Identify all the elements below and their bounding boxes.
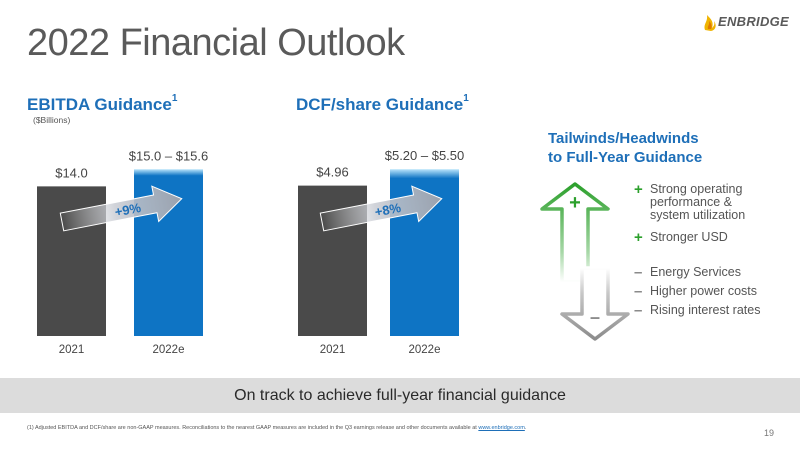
- tailwind-text-line: Stronger USD: [650, 230, 728, 244]
- category-tick-label: 2022e: [153, 344, 185, 356]
- bar-value-label: $15.0 – $15.6: [129, 148, 209, 163]
- tailwinds-title-line2: to Full-Year Guidance: [548, 149, 703, 166]
- page-number: 19: [764, 428, 775, 438]
- headwind-down-arrow: –: [560, 266, 630, 341]
- footnote: (1) Adjusted EBITDA and DCF/share are no…: [27, 425, 526, 431]
- headwind-item: – Energy Services: [634, 264, 784, 281]
- bar-value-label: $5.20 – $5.50: [385, 148, 465, 163]
- growth-arrow: +8%: [319, 185, 443, 232]
- tailwind-item: + Stronger USD: [634, 229, 784, 246]
- tailwind-text-line: performance &: [650, 195, 732, 209]
- plus-icon: +: [634, 181, 643, 198]
- headwind-text-line: Rising interest rates: [650, 303, 761, 317]
- category-tick-label: 2022e: [409, 344, 441, 356]
- ebitda-chart-subtitle: ($Billions): [33, 115, 71, 125]
- dcf-title-footnote-mark: 1: [463, 93, 469, 104]
- ebitda-title-footnote-mark: 1: [171, 93, 178, 104]
- growth-arrow-shape: [59, 185, 183, 232]
- ebitda-bar-chart: $14.0 2021 $15.0 – $15.6 2022e +9%: [37, 148, 208, 356]
- growth-arrow-shape: [319, 185, 443, 232]
- growth-percent-label: +9%: [113, 200, 142, 220]
- minus-icon: –: [634, 302, 643, 319]
- tailwind-item: + Strong operating performance & system …: [634, 181, 784, 222]
- bar-value-label: $14.0: [55, 165, 88, 180]
- tailwinds-title-line1: Tailwinds/Headwinds: [548, 130, 699, 147]
- dcf-title-text: DCF/share Guidance: [296, 95, 464, 114]
- tailwinds-panel-title: Tailwinds/Headwinds to Full-Year Guidanc…: [548, 129, 702, 167]
- category-tick-label: 2021: [320, 344, 346, 356]
- down-arrow-minus-symbol: –: [590, 307, 600, 327]
- summary-banner: On track to achieve full-year financial …: [0, 378, 800, 413]
- tailwind-text-line: Strong operating: [650, 182, 743, 196]
- bar-value-label: $4.96: [316, 165, 349, 180]
- minus-icon: –: [634, 264, 643, 281]
- growth-arrow: +9%: [59, 185, 183, 232]
- enbridge-flame-icon: [704, 15, 716, 31]
- headwind-item: – Higher power costs: [634, 283, 784, 300]
- dcf-chart-title: DCF/share Guidance1: [296, 93, 469, 115]
- headwind-text-line: Higher power costs: [650, 284, 757, 298]
- ebitda-chart-title: EBITDA Guidance1: [27, 93, 178, 115]
- growth-percent-label: +8%: [373, 200, 402, 220]
- range-band: [134, 169, 203, 176]
- headwind-item: – Rising interest rates: [634, 302, 784, 319]
- headwind-text-line: Energy Services: [650, 265, 742, 279]
- tailwind-up-arrow: +: [540, 182, 610, 284]
- range-band: [390, 169, 459, 179]
- dcf-bar-chart: $4.96 2021 $5.20 – $5.50 2022e +8%: [298, 148, 464, 356]
- minus-icon: –: [634, 283, 643, 300]
- enbridge-logo: ENBRIDGE: [702, 12, 792, 32]
- tailwind-text-line: system utilization: [650, 208, 746, 222]
- footnote-text: (1) Adjusted EBITDA and DCF/share are no…: [27, 425, 479, 431]
- category-tick-label: 2021: [59, 344, 85, 356]
- enbridge-website-link[interactable]: www.enbridge.com: [478, 425, 525, 431]
- footnote-suffix: .: [524, 425, 527, 431]
- plus-icon: +: [634, 229, 643, 246]
- ebitda-title-text: EBITDA Guidance: [27, 95, 172, 114]
- up-arrow-plus-symbol: +: [569, 192, 581, 214]
- page-title: 2022 Financial Outlook: [27, 22, 405, 64]
- enbridge-wordmark: ENBRIDGE: [718, 14, 790, 29]
